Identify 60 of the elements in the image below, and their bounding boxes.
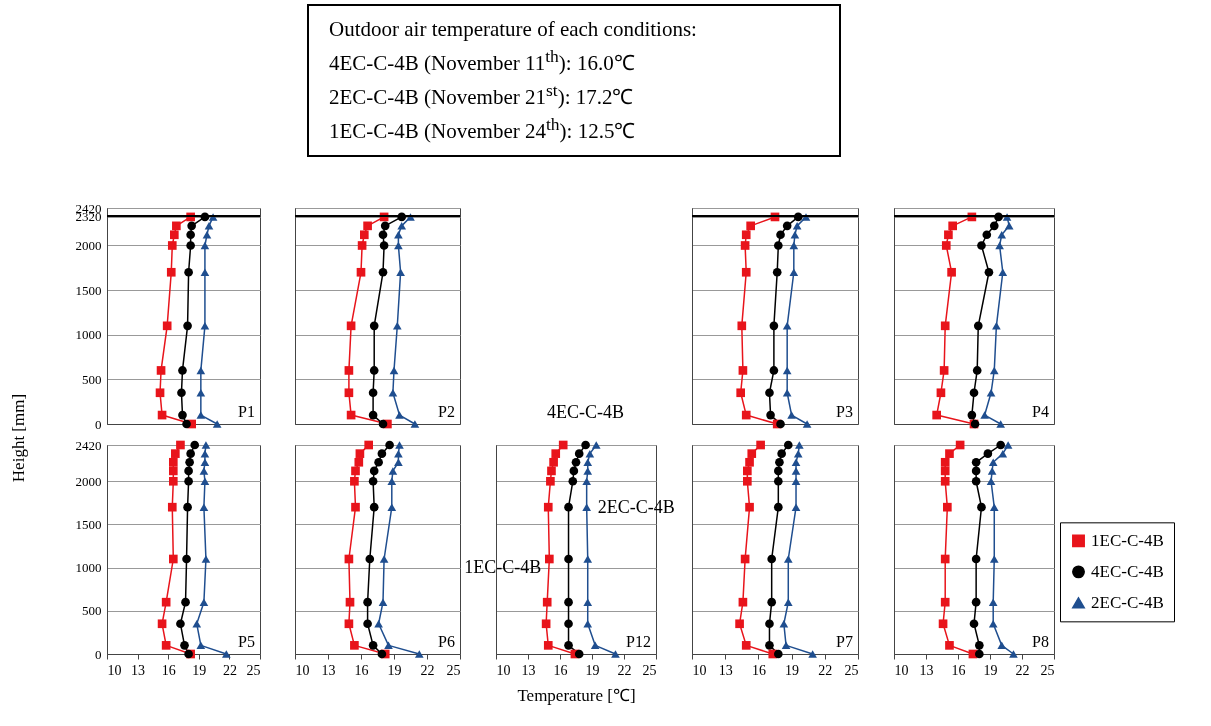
x-tick-label: 16: [161, 662, 176, 678]
text: P6: [438, 633, 455, 650]
y-tick-label: 1000: [75, 327, 102, 343]
x-tick-label: 16: [951, 662, 966, 678]
x-tick-label: 19: [785, 662, 800, 678]
text: Outdoor air temperature of each conditions:: [329, 17, 697, 41]
x-tick-label: 13: [718, 662, 733, 678]
text: 1EC-C-4B (November 24$^{th}$): 12.5℃: [329, 114, 636, 143]
x-tick-label: 10: [496, 662, 511, 678]
y-tick-label: 1000: [75, 560, 102, 576]
y-tick-label: 2000: [75, 473, 102, 489]
text: 2EC-C-4B (November 21$^{st}$): 17.2℃: [329, 80, 634, 109]
legend-label: 4EC-C-4B: [1091, 561, 1164, 581]
y-tick-label: 0: [95, 646, 102, 662]
x-tick-label: 22: [420, 662, 435, 678]
x-tick-label: 22: [818, 662, 833, 678]
annotation: 4EC-C-4B: [547, 402, 625, 422]
y-tick-label: 500: [82, 371, 102, 387]
x-tick-label: 25: [446, 662, 461, 678]
x-tick-label: 13: [321, 662, 336, 678]
x-tick-label: 19: [585, 662, 600, 678]
x-tick-label: 10: [692, 662, 707, 678]
text: P12: [626, 633, 651, 650]
x-tick-label: 10: [295, 662, 310, 678]
legend-label: 1EC-C-4B: [1091, 530, 1164, 550]
x-tick-label: 22: [617, 662, 632, 678]
x-tick-label: 19: [387, 662, 402, 678]
x-tick-label: 25: [844, 662, 859, 678]
text: P5: [238, 633, 255, 650]
y-tick-label: 1500: [75, 516, 102, 532]
y-axis-title: Height [mm]: [9, 392, 29, 485]
text: P2: [438, 403, 455, 420]
x-tick-label: 16: [354, 662, 369, 678]
y-tick-label: 500: [82, 603, 102, 619]
text: 4EC-C-4B (November 11$^{th}$): 16.0℃: [329, 46, 635, 75]
x-tick-label: 13: [919, 662, 934, 678]
text: P4: [1032, 403, 1049, 420]
x-tick-label: 16: [751, 662, 766, 678]
text: P1: [238, 403, 255, 420]
legend-label: 2EC-C-4B: [1091, 592, 1164, 612]
text: P7: [836, 633, 853, 650]
x-tick-label: 10: [894, 662, 909, 678]
x-tick-label: 19: [983, 662, 998, 678]
x-tick-label: 22: [222, 662, 237, 678]
text: P3: [836, 403, 853, 420]
x-tick-label: 16: [553, 662, 568, 678]
x-tick-label: 25: [642, 662, 657, 678]
text: P8: [1032, 633, 1049, 650]
x-tick-label: 19: [192, 662, 207, 678]
x-tick-label: 25: [246, 662, 261, 678]
x-tick-label: 25: [1040, 662, 1055, 678]
x-tick-label: 13: [131, 662, 146, 678]
y-tick-label: 2000: [75, 237, 102, 253]
y-tick-label: 1500: [75, 282, 102, 298]
x-tick-label: 22: [1015, 662, 1030, 678]
y-tick-label: 0: [95, 416, 102, 432]
x-tick-label: 10: [107, 662, 122, 678]
x-tick-label: 13: [521, 662, 536, 678]
x-axis-title: Temperature [℃]: [517, 685, 636, 705]
y-tick-label: 2420: [75, 437, 102, 453]
